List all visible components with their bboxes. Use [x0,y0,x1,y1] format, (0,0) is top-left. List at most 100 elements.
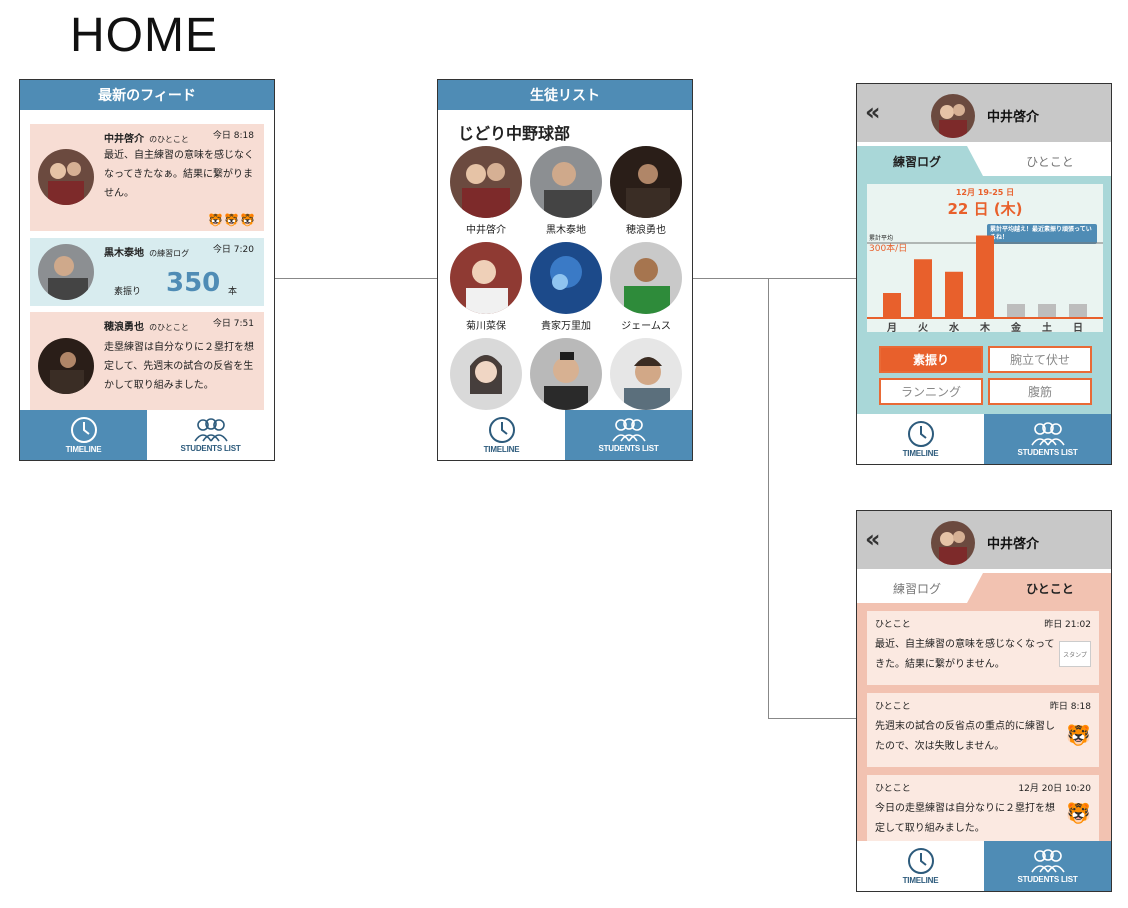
student-item[interactable] [609,338,683,410]
tab-timeline[interactable]: TIMELINE [857,841,984,891]
student-name: 穂浪勇也 [626,225,666,236]
avatar [38,149,94,205]
exercise-button[interactable]: 腕立て伏せ [988,346,1092,373]
exercise-label: 素振り [114,287,142,297]
feed-author: 穂浪勇也 [104,322,144,333]
x-tick-label: 木 [979,321,991,334]
feed-card[interactable]: 中井啓介 のひとこと 今日 8:18 最近、自主練習の意味を感じなくなってきたな… [30,124,264,231]
avg-label: 累計平均 [869,235,894,242]
clock-icon [907,848,934,874]
chart-bar [1007,304,1025,318]
feed-body: 最近、自主練習の意味を感じなくなってきたなぁ。結果に繋がりません。 [104,150,254,199]
chart-bar [1038,304,1056,318]
student-name: 中井啓介 [987,537,1040,552]
tab-practice-log[interactable]: 練習ログ [892,581,941,596]
exercise-button[interactable]: 素振り [879,346,983,373]
student-name: 貴家万里加 [541,321,591,332]
chart-bar [914,259,932,318]
avatar [610,242,682,314]
student-name: ジェームス [621,321,671,332]
tab-students[interactable]: STUDENTS LIST [565,410,692,460]
exercise-button[interactable]: ランニング [879,378,983,405]
hitokoto-card[interactable]: ひとこと 昨日 21:02 最近、自主練習の意味を感じなくなってきた。結果に繋が… [867,611,1099,685]
avatar [931,94,975,138]
hitokoto-time: 昨日 8:18 [1049,702,1091,712]
x-tick-label: 火 [918,322,929,334]
tab-bar: TIMELINE STUDENTS LIST [438,410,692,460]
hitokoto-screen: « 中井啓介 練習ログ ひとこと ひとこと 昨日 21:02 最近、自主練習の意… [856,510,1112,892]
chart-week: 12月 19-25 日 [955,188,1015,197]
chart-date: 22 日 (木) [947,200,1023,218]
x-tick-label: 日 [1073,322,1083,334]
feed-type: のひとこと [149,323,189,332]
student-item[interactable] [529,338,603,410]
hitokoto-label: ひとこと [875,620,911,630]
callout: 累計平均越え！最近素振り頑張っているね！ [987,224,1097,244]
feed-time: 今日 8:18 [212,131,254,141]
tab-students[interactable]: STUDENTS LIST [147,410,274,460]
tab-hitokoto[interactable]: ひとこと [1026,154,1074,169]
hitokoto-card[interactable]: ひとこと 昨日 8:18 先週末の試合の反省点の重点的に練習したので、次は失敗し… [867,693,1099,767]
tab-hitokoto[interactable]: ひとこと [1026,581,1074,596]
student-item[interactable]: 中井啓介 [449,146,523,236]
student-name: 中井啓介 [466,225,506,236]
back-icon[interactable]: « [865,525,881,553]
avatar [530,242,602,314]
chart-bar [976,235,994,318]
tab-bar: TIMELINE STUDENTS LIST [857,841,1111,891]
feed-type: のひとこと [149,135,189,144]
student-item[interactable] [449,338,523,410]
student-name: 中井啓介 [987,110,1040,125]
hitokoto-body: 最近、自主練習の意味を感じなくなってきた。結果に繋がりません。 [875,639,1055,670]
bar-chart: 月火水木金土日 [867,235,1103,334]
hitokoto-label: ひとこと [875,784,911,794]
student-item[interactable]: ジェームス [609,242,683,332]
x-tick-label: 金 [1010,321,1022,334]
feed-author: 黒木泰地 [104,248,144,259]
avatar [931,521,975,565]
tab-bar: TIMELINE STUDENTS LIST [857,414,1111,464]
hitokoto-body: 先週末の試合の反省点の重点的に練習したので、次は失敗しません。 [875,721,1055,752]
students-screen: 生徒リスト じどり中野球部 中井啓介 黒木泰地 穂浪勇也 菊川菜保 貴家万里加 … [437,79,693,461]
student-item[interactable]: 黒木泰地 [529,146,603,236]
group-icon [1030,849,1065,873]
group-icon [193,418,228,442]
avatar [610,338,682,410]
stamp-placeholder: スタンプ [1059,641,1091,667]
chart-panel: 12月 19-25 日 22 日 (木) 累計平均 300本/日 累計平均越え！… [857,176,1111,416]
feed-body: 走塁練習は自分なりに２塁打を想定して、先週末の試合の反省を生かして取り組みました… [104,342,254,391]
detail-header: « 中井啓介 [857,511,1111,569]
x-tick-label: 水 [948,321,960,334]
hitokoto-card[interactable]: ひとこと 12月 20日 10:20 今日の走塁練習は自分なりに２塁打を想定して… [867,775,1099,843]
hitokoto-body: 今日の走塁練習は自分なりに２塁打を想定して取り組みました。 [875,803,1055,834]
club-name: じどり中野球部 [458,124,571,143]
feed-card[interactable]: 穂浪勇也 のひとこと 今日 7:51 走塁練習は自分なりに２塁打を想定して、先週… [30,312,264,412]
tab-timeline[interactable]: TIMELINE [20,410,147,460]
hitokoto-time: 12月 20日 10:20 [1018,784,1091,794]
connector-line [768,278,769,718]
back-icon[interactable]: « [865,98,881,126]
student-item[interactable]: 菊川菜保 [449,242,523,332]
feed-card[interactable]: 黒木泰地 の練習ログ 今日 7:20 素振り 350 本 [30,238,264,306]
page-title: HOME [70,9,218,62]
avatar [450,338,522,410]
avatar [450,146,522,218]
tab-bar: TIMELINE STUDENTS LIST [20,410,274,460]
tab-practice-log[interactable]: 練習ログ [892,154,941,169]
group-icon [1030,422,1065,446]
clock-icon [70,417,97,443]
group-icon [611,418,646,442]
chart-bar [945,271,963,318]
tab-students[interactable]: STUDENTS LIST [984,841,1111,891]
tab-timeline[interactable]: TIMELINE [857,414,984,464]
exercise-value: 350 [166,268,221,298]
exercise-button[interactable]: 腹筋 [988,378,1092,405]
tab-students[interactable]: STUDENTS LIST [984,414,1111,464]
student-item[interactable]: 貴家万里加 [529,242,603,332]
feed-time: 今日 7:20 [212,245,254,255]
avatar [450,242,522,314]
feed-time: 今日 7:51 [212,319,254,329]
tab-timeline[interactable]: TIMELINE [438,410,565,460]
chart-bar [883,293,901,318]
student-item[interactable]: 穂浪勇也 [609,146,683,236]
